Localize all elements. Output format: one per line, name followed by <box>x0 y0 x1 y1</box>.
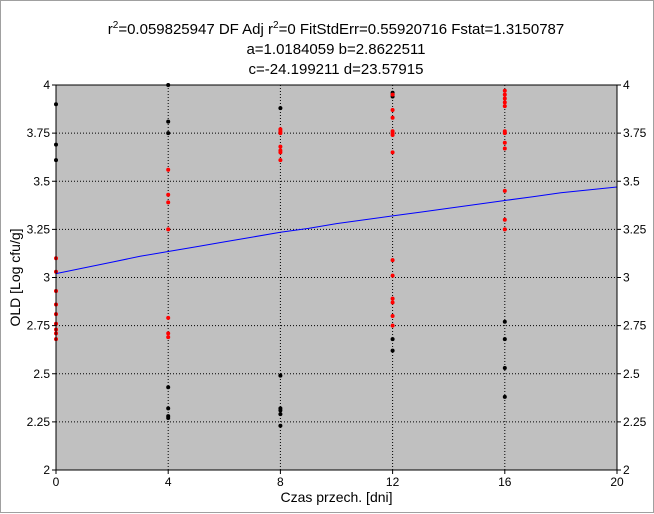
data-point <box>166 385 171 390</box>
data-point <box>502 140 507 145</box>
x-tick-label: 0 <box>53 475 60 489</box>
x-axis-label: Czas przech. [dni] <box>280 489 392 505</box>
superscript: 2 <box>273 20 279 31</box>
data-point <box>390 296 395 301</box>
data-point <box>502 88 507 93</box>
title-text: c=-24.199211 d=23.57915 <box>249 61 424 78</box>
data-point <box>390 300 395 305</box>
data-point <box>166 331 171 336</box>
data-point <box>166 406 171 411</box>
data-point <box>278 412 283 417</box>
data-point <box>166 119 171 124</box>
y-tick-label-right: 3.75 <box>623 126 647 140</box>
data-point <box>390 323 395 328</box>
y-tick-label: 3.5 <box>33 174 50 188</box>
x-tick-label: 16 <box>498 475 512 489</box>
title-text: a=1.0184059 b=2.8622511 <box>246 41 425 58</box>
data-point <box>278 408 283 413</box>
data-point <box>502 319 507 324</box>
x-tick-label: 20 <box>610 475 624 489</box>
data-point <box>278 150 283 155</box>
data-point <box>278 373 283 378</box>
y-tick-label-right: 3 <box>623 271 630 285</box>
data-point <box>390 337 395 342</box>
y-axis-ticks-right: 2 2.25 2.5 2.75 3 3.25 3.5 3.75 4 <box>617 78 647 477</box>
data-point <box>278 144 283 149</box>
data-point <box>166 167 171 172</box>
y-tick-label-right: 3.5 <box>623 174 640 188</box>
data-point <box>390 92 395 97</box>
y-tick-label-right: 2 <box>623 463 630 477</box>
data-point <box>390 108 395 113</box>
data-point <box>502 131 507 136</box>
y-tick-label-right: 3.25 <box>623 222 647 236</box>
title-line-1: r2=0.059825947 DF Adj r2=0 FitStdErr=0.5… <box>108 20 564 38</box>
y-tick-label-right: 2.75 <box>623 319 647 333</box>
data-point <box>502 365 507 370</box>
y-axis-ticks-left: 2 2.25 2.5 2.75 3 3.25 3.5 3.75 4 <box>27 78 56 477</box>
data-point <box>278 106 283 111</box>
title-line-3: c=-24.199211 d=23.57915 <box>249 61 424 78</box>
data-point <box>278 423 283 428</box>
y-tick-label: 2.25 <box>27 415 51 429</box>
y-tick-label: 2.75 <box>27 319 51 333</box>
superscript: 2 <box>113 20 119 31</box>
data-point <box>166 131 171 136</box>
title-text: =0 FitStdErr=0.55920716 Fstat=1.3150787 <box>279 21 565 38</box>
data-point <box>390 150 395 155</box>
y-tick-label: 3.25 <box>27 222 51 236</box>
data-point <box>502 394 507 399</box>
fit-curve <box>55 186 618 275</box>
y-tick-label: 2.5 <box>33 367 50 381</box>
data-point <box>390 258 395 263</box>
title-line-2: a=1.0184059 b=2.8622511 <box>246 41 425 58</box>
y-tick-label-right: 2.25 <box>623 415 647 429</box>
series-layer <box>54 83 618 428</box>
data-point <box>502 337 507 342</box>
data-point <box>390 133 395 138</box>
x-tick-label: 4 <box>165 475 172 489</box>
data-point <box>390 273 395 278</box>
y-tick-label-right: 4 <box>623 78 630 92</box>
data-point <box>390 314 395 318</box>
data-point <box>390 115 395 120</box>
y-tick-label: 3 <box>43 271 50 285</box>
title-text: =0.059825947 DF Adj r <box>118 21 273 38</box>
title-text: r <box>108 21 113 38</box>
data-point <box>278 131 283 136</box>
data-point <box>166 227 171 232</box>
data-point <box>502 104 507 109</box>
y-tick-label: 3.75 <box>27 126 51 140</box>
y-tick-label-right: 2.5 <box>623 367 640 381</box>
data-point <box>166 335 171 340</box>
data-point <box>166 315 171 320</box>
data-point <box>502 146 507 151</box>
x-tick-label: 12 <box>386 475 400 489</box>
x-tick-label: 8 <box>277 475 284 489</box>
chart-title: r2=0.059825947 DF Adj r2=0 FitStdErr=0.5… <box>108 20 564 78</box>
data-point <box>502 100 507 105</box>
data-point <box>502 227 507 232</box>
data-point <box>502 96 507 101</box>
y-axis-label: OLD [Log cfu/g] <box>7 228 23 326</box>
data-point <box>166 200 171 205</box>
data-point <box>502 188 507 193</box>
data-point <box>278 158 283 163</box>
data-point <box>166 192 171 197</box>
data-point <box>502 217 507 222</box>
y-tick-label: 2 <box>43 463 50 477</box>
y-tick-label: 4 <box>43 78 50 92</box>
data-point <box>166 416 171 421</box>
data-point <box>502 92 507 97</box>
x-axis-ticks: 0 4 8 12 16 20 <box>53 470 624 489</box>
data-point <box>390 348 395 353</box>
